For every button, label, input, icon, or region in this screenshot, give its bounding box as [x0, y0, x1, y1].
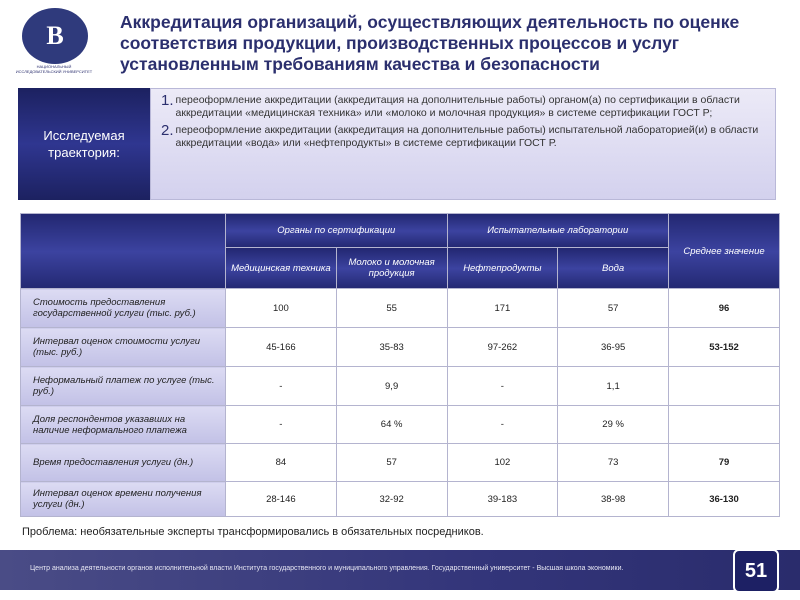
row-label: Интервал оценок стоимости услуги (тыс. р…: [20, 327, 226, 367]
cell: 100: [225, 288, 337, 328]
cell: 35-83: [335, 327, 448, 367]
cell: 57: [557, 288, 669, 328]
cell: 29 %: [557, 405, 669, 444]
item: 2. переоформление аккредитации (аккредита…: [161, 122, 765, 150]
column-header: Медицинская техника: [225, 247, 337, 289]
cell: 32-92: [335, 481, 448, 517]
column-header: Вода: [557, 247, 669, 289]
subheader-row: Медицинская техника Молоко и молочная про…: [21, 247, 780, 289]
cell: -: [446, 405, 559, 444]
logo-caption: НАЦИОНАЛЬНЫЙ ИССЛЕДОВАТЕЛЬСКИЙ УНИВЕРСИТ…: [15, 64, 93, 74]
cell: 97-262: [446, 327, 559, 367]
cell: -: [446, 366, 559, 406]
cell: 36-95: [557, 327, 669, 367]
group-header: Органы по сертификации: [225, 213, 448, 248]
table-row: Стоимость предоставления государственной…: [20, 288, 780, 328]
cell: -: [225, 405, 337, 444]
row-label: Интервал оценок времени получения услуги…: [20, 481, 226, 517]
trajectory-label: Исследуемая траектория:: [18, 88, 150, 200]
cell: 57: [335, 443, 448, 482]
header-row: Органы по сертификации Испытательные лабо…: [20, 213, 780, 289]
cell: 55: [335, 288, 448, 328]
item: 1. переоформление аккредитации (аккредита…: [161, 92, 765, 120]
row-label: Неформальный платеж по услуге (тыс. руб.…: [20, 366, 226, 406]
group-header: Испытательные лаборатории: [446, 213, 669, 248]
page-number: 51: [733, 549, 779, 593]
cell: 73: [557, 443, 669, 482]
cell: 28-146: [225, 481, 337, 517]
cell: 9,9: [335, 366, 448, 406]
row-label: Доля респондентов указавших на наличие н…: [20, 405, 226, 444]
table-row: Неформальный платеж по услуге (тыс. руб.…: [20, 366, 780, 406]
column-header: Нефтепродукты: [446, 247, 559, 289]
cell: 64 %: [335, 405, 448, 444]
title: Аккредитация организаций, осуществляющих…: [120, 12, 740, 74]
cell: 53-152: [668, 327, 780, 367]
trajectory-items: 1. переоформление аккредитации (аккредита…: [150, 88, 776, 200]
footer: Центр анализа деятельности органов испол…: [0, 550, 800, 590]
corner-cell: [20, 213, 226, 289]
cell: -: [225, 366, 337, 406]
cell: 1,1: [557, 366, 669, 406]
item-number: 2.: [161, 122, 174, 139]
cell: 102: [446, 443, 559, 482]
item-text: переоформление аккредитации (аккредитаци…: [175, 124, 759, 149]
cell: [668, 405, 780, 444]
cell: 79: [668, 443, 780, 482]
item-text: переоформление аккредитации (аккредитаци…: [175, 94, 740, 119]
row-label: Время предоставления услуги (дн.): [20, 443, 226, 482]
cell: 36-130: [668, 481, 780, 517]
cell: 39-183: [446, 481, 559, 517]
problem: Проблема: необязательные эксперты трансф…: [22, 526, 484, 538]
cell: 45-166: [225, 327, 337, 367]
row-label: Стоимость предоставления государственной…: [20, 288, 226, 328]
average-header: Среднее значение: [668, 213, 780, 289]
item-number: 1.: [161, 92, 174, 109]
cell: 171: [446, 288, 559, 328]
column-header: Молоко и молочная продукция: [335, 247, 448, 289]
table-row: Интервал оценок времени получения услуги…: [20, 481, 780, 517]
cell: 84: [225, 443, 337, 482]
table-row: Доля респондентов указавших на наличие н…: [20, 405, 780, 444]
cell: 38-98: [557, 481, 669, 517]
logo: В: [22, 8, 88, 64]
data-table: Органы по сертификации Испытательные лабо…: [20, 213, 780, 517]
cell: 96: [668, 288, 780, 328]
cell: [668, 366, 780, 406]
table-row: Время предоставления услуги (дн.) 84 57 102…: [20, 443, 780, 482]
table-row: Интервал оценок стоимости услуги (тыс. р…: [20, 327, 780, 367]
